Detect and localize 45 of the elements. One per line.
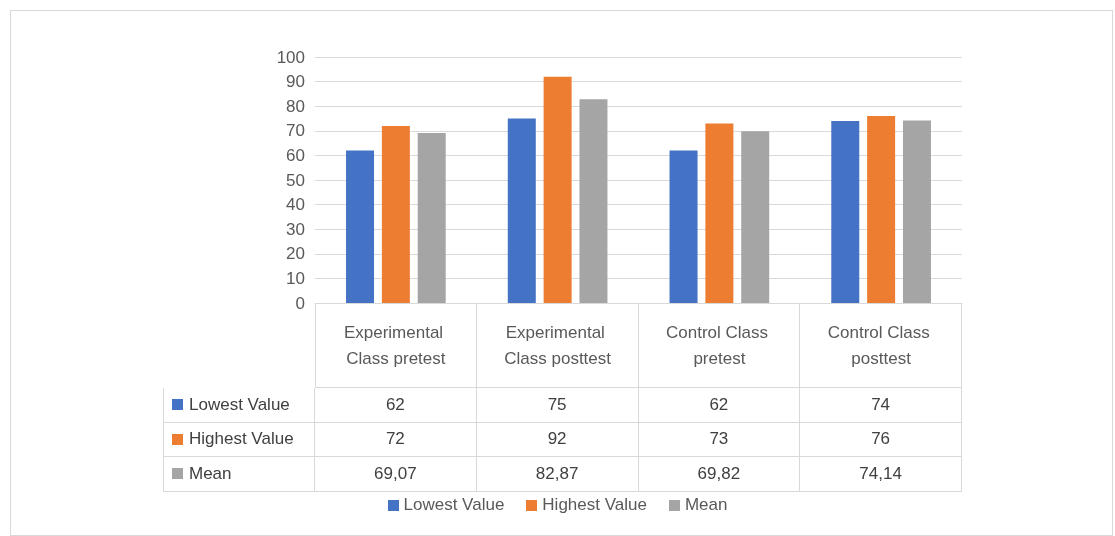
data-label: 62 [638, 388, 801, 423]
data-label: 75 [476, 388, 639, 423]
y-tick-label: 50 [286, 170, 305, 190]
bar [346, 150, 375, 303]
bar [741, 131, 770, 303]
bar [831, 120, 860, 303]
y-tick-label: 70 [286, 121, 305, 141]
x-tick-label: Experimental Class pretest [343, 322, 448, 368]
y-tick-label: 40 [286, 195, 305, 215]
text: Mean [189, 463, 232, 483]
x-tick-label: Control Class posttest [827, 322, 935, 368]
legend-label: Mean [684, 495, 728, 515]
data-label: 92 [476, 422, 639, 457]
x-tick-label: Experimental Class posttest [504, 322, 612, 368]
bar [705, 123, 734, 303]
data-label: 74 [800, 388, 962, 423]
bar [579, 99, 608, 303]
legend-label: Highest Value [189, 429, 294, 450]
bar [902, 120, 931, 303]
bar [417, 133, 446, 303]
y-tick-label: 20 [286, 244, 305, 264]
data-label: 74,14 [800, 457, 962, 492]
bar [507, 118, 536, 303]
text: Highest Value [542, 495, 647, 514]
y-tick-label: 100 [276, 47, 305, 67]
data-label: 69,82 [638, 457, 801, 492]
data-label: 72 [315, 422, 477, 457]
data-label: 82,87 [476, 457, 639, 492]
bar [381, 125, 410, 303]
y-tick-label: 0 [295, 293, 305, 313]
y-tick-label: 10 [286, 268, 305, 288]
bar [669, 150, 698, 303]
data-label: 62 [315, 388, 477, 423]
data-label: 69,07 [315, 457, 477, 492]
text: Lowest Value [403, 495, 505, 514]
x-tick-label: Control Class pretest [665, 322, 773, 368]
y-tick-label: 60 [286, 145, 305, 165]
bar [867, 116, 896, 303]
y-tick-label: 80 [286, 96, 305, 116]
legend-label: Lowest Value [189, 394, 290, 415]
y-tick-label: 90 [286, 72, 305, 92]
data-label: 76 [800, 422, 962, 457]
data-label: 73 [638, 422, 801, 457]
bar [543, 76, 572, 303]
y-tick-label: 30 [286, 219, 305, 239]
